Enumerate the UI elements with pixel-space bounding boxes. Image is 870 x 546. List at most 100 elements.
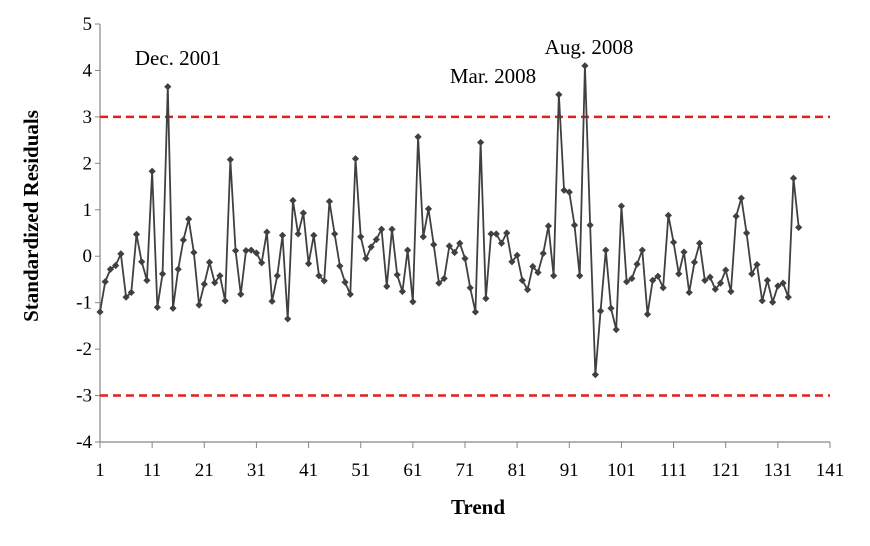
data-point [450,248,459,257]
data-point [497,239,506,247]
data-point [351,155,360,163]
data-point [669,238,678,246]
annotation-label: Mar. 2008 [450,64,536,88]
data-point [310,231,318,239]
x-tick-label: 101 [607,460,636,481]
data-point [617,202,626,210]
data-point [336,262,344,270]
data-point [226,156,234,164]
y-tick-label: -2 [76,339,92,360]
data-point [252,249,261,257]
data-point [164,83,172,91]
data-point [706,273,714,281]
data-point [221,297,229,305]
data-point [127,288,135,297]
series-group [96,62,803,379]
data-point [623,278,631,286]
annotation-label: Dec. 2001 [135,46,221,70]
data-point [659,284,667,292]
data-point [633,260,641,268]
data-point [357,233,365,241]
data-point [304,260,313,268]
annotations: Dec. 2001 Mar. 2008 Aug. 2008 [135,35,633,88]
data-point [388,225,396,233]
data-point [758,297,766,305]
data-point [132,230,141,238]
data-point [258,259,266,267]
data-point [716,279,725,287]
data-point [216,272,224,280]
data-point [211,279,219,287]
data-point [179,236,188,244]
reference-lines [100,115,830,397]
data-point [200,280,208,288]
data-point [169,304,177,312]
x-tick-label: 111 [660,460,687,481]
data-point [414,133,422,141]
x-tick-label: 61 [403,460,422,481]
data-point [112,261,120,270]
data-point [148,167,156,175]
data-point [596,307,605,315]
x-tick-label: 41 [299,460,318,481]
data-point [143,276,151,284]
data-point [362,254,370,263]
data-point [101,278,109,286]
data-point [268,297,276,305]
data-point [586,221,594,229]
data-point [263,228,271,236]
series-line [99,64,800,376]
y-tick-label: -4 [76,432,92,453]
data-point [722,266,730,274]
data-point [690,258,699,266]
y-tick-label: 0 [83,246,93,267]
data-point [701,276,709,284]
data-point [565,188,573,196]
data-point [419,233,427,241]
x-tick-label: 121 [711,460,740,481]
data-point [607,304,615,312]
data-point [404,246,412,254]
x-tick-label: 71 [456,460,475,481]
data-point [242,247,250,255]
y-tick-label: 3 [83,107,93,128]
x-axis-title: Trend [451,495,505,519]
data-point [680,248,688,256]
data-point [430,241,438,249]
data-point [273,272,281,280]
data-point [602,246,610,254]
data-point [367,243,375,251]
data-point [523,286,532,294]
data-point [550,272,558,280]
y-axis-title: Standardized Residuals [19,110,43,322]
data-point [445,242,453,250]
data-point [289,196,297,205]
data-point [742,229,751,237]
data-point [544,222,553,230]
data-point [409,298,417,306]
data-point [503,229,511,237]
y-tick-label: 4 [83,60,93,81]
data-point [774,282,782,290]
data-point [383,282,391,291]
x-tick-label: 81 [508,460,527,481]
data-point [331,230,339,238]
y-tick-label: -1 [76,293,92,314]
data-point [315,272,323,280]
x-tick-label: 141 [816,460,845,481]
data-point [638,246,646,254]
data-point [696,239,704,247]
data-point [560,186,568,194]
data-point [711,285,719,293]
data-point [529,262,537,271]
data-point [377,225,386,233]
data-point [576,272,584,280]
x-tick-label: 11 [143,460,161,481]
data-point [96,308,104,316]
data-point [628,274,636,283]
data-point [466,284,474,292]
data-point [138,258,146,266]
x-tick-label: 131 [764,460,793,481]
data-point [435,279,443,287]
